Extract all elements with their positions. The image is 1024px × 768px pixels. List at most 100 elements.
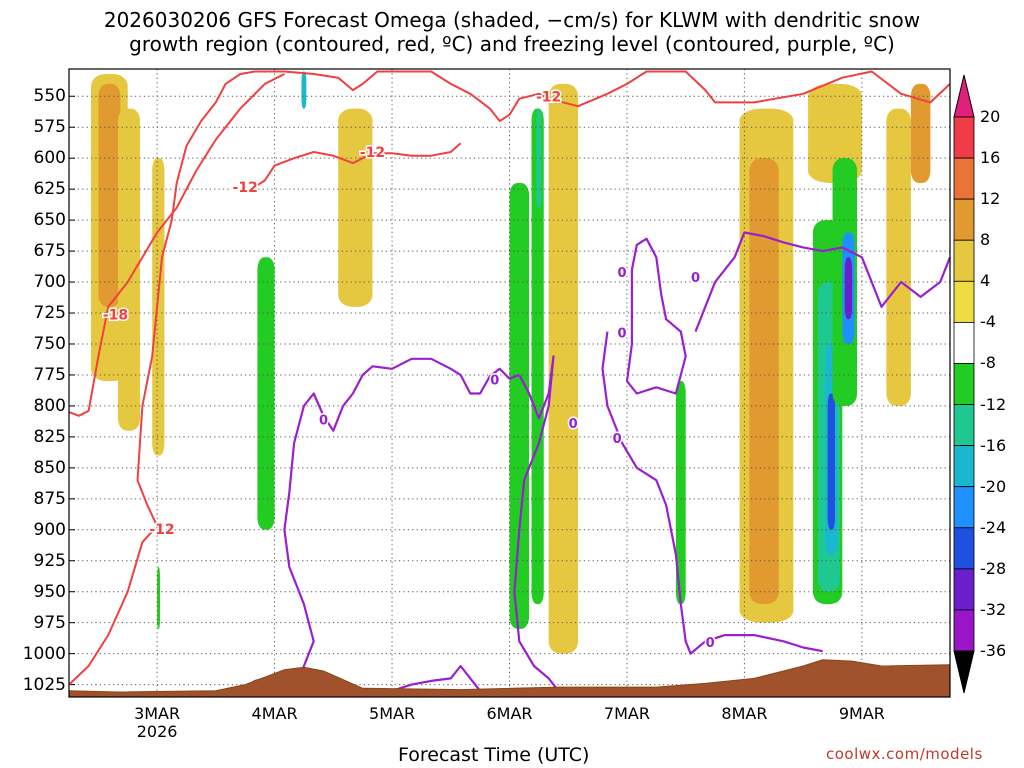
omega-cell (338, 108, 373, 307)
colorbar-under-triangle (953, 650, 975, 694)
contour-label: 0 (618, 266, 627, 281)
contour-label: 0 (569, 417, 578, 432)
y-tick-label: 750 (33, 333, 66, 354)
omega-cell (827, 393, 835, 530)
freezing-level-line (283, 357, 520, 692)
omega-cell (886, 108, 911, 406)
colorbar-tick-label: 16 (980, 148, 1001, 168)
omega-cell (675, 381, 686, 605)
colorbar-swatch (953, 527, 975, 570)
colorbar-swatch (953, 239, 975, 282)
contour-label: 0 (319, 413, 328, 428)
x-tick-label: 8MAR (721, 704, 768, 723)
y-tick-label: 875 (33, 488, 66, 509)
y-tick-label: 1000 (22, 643, 66, 664)
contour-label: -12 (360, 145, 385, 161)
freezing-level-line (391, 664, 481, 692)
x-tick-label: 3MAR (134, 704, 181, 723)
x-tick-sublabel: 2026 (136, 722, 178, 741)
omega-cell (257, 257, 275, 530)
dgz-isotherm-line (68, 73, 285, 417)
chart-title-line-1: 2026030206 GFS Forecast Omega (shaded, −… (103, 8, 921, 32)
x-tick-label: 7MAR (603, 704, 650, 723)
y-tick-label: 550 (33, 86, 66, 107)
omega-cell (301, 71, 307, 109)
omega-cell (861, 83, 887, 481)
terrain-surface (68, 659, 951, 698)
omega-cell (230, 71, 246, 208)
colorbar-tick-label: -28 (980, 558, 1007, 578)
colorbar-swatch (953, 609, 975, 652)
freezing-level-line (694, 231, 952, 333)
omega-cell (294, 71, 314, 406)
x-tick-label: 6MAR (486, 704, 533, 723)
colorbar-tick-label: -8 (980, 353, 996, 373)
y-tick-label: 600 (33, 148, 66, 169)
freezing-level-line (513, 355, 560, 692)
contour-label: -12 (149, 522, 174, 538)
colorbar-tick-label: 4 (980, 271, 991, 291)
contour-label: -12 (536, 89, 561, 105)
omega-cell (157, 566, 161, 629)
freezing-level-line (601, 331, 823, 655)
y-tick-label: 800 (33, 395, 66, 416)
y-tick-label: 950 (33, 581, 66, 602)
colorbar-swatch (953, 321, 975, 364)
colorbar-swatch (953, 445, 975, 488)
x-tick-label: 5MAR (369, 704, 416, 723)
colorbar-tick-label: 8 (980, 230, 991, 250)
omega-cell (930, 158, 950, 382)
x-tick-label: 4MAR (251, 704, 298, 723)
contour-label: 0 (691, 271, 700, 286)
contour-label: 0 (618, 327, 627, 342)
omega-cell (152, 158, 165, 456)
y-tick-label: 625 (33, 179, 66, 200)
colorbar-tick-label: -20 (980, 476, 1007, 496)
contour-label: 0 (613, 432, 622, 447)
colorbar-tick-label: -16 (980, 435, 1007, 455)
y-tick-label: 575 (33, 117, 66, 138)
omega-cell (910, 83, 931, 183)
colorbar-tick-label: -32 (980, 599, 1007, 619)
colorbar-swatch (953, 116, 975, 159)
y-tick-label: 675 (33, 241, 66, 262)
colorbar-swatch (953, 198, 975, 241)
omega-cell (509, 182, 530, 629)
contour-label: -12 (233, 180, 258, 196)
site-credit[interactable]: coolwx.com/models (826, 745, 983, 763)
chart-title-line-2: growth region (contoured, red, ºC) and f… (129, 32, 895, 56)
omega-cell (98, 83, 121, 307)
colorbar-tick-label: -4 (980, 312, 996, 332)
y-tick-label: 925 (33, 550, 66, 571)
colorbar-tick-label: 12 (980, 189, 1001, 209)
omega-cell (318, 108, 334, 357)
omega-cell (69, 83, 79, 270)
y-tick-label: 650 (33, 210, 66, 231)
colorbar-swatch (953, 404, 975, 447)
contour-label: 0 (490, 374, 499, 389)
colorbar-tick-label: -12 (980, 394, 1007, 414)
plot-frame (68, 68, 951, 698)
y-tick-label: 975 (33, 612, 66, 633)
y-tick-label: 725 (33, 303, 66, 324)
contour-label: 0 (706, 636, 715, 651)
dgz-isotherm-line (68, 70, 951, 686)
y-tick-label: 850 (33, 457, 66, 478)
omega-cell (531, 108, 544, 605)
y-tick-label: 1025 (22, 674, 66, 695)
omega-cell (749, 158, 779, 605)
y-tick-label: 775 (33, 364, 66, 385)
x-tick-label: 9MAR (838, 704, 885, 723)
x-axis-label: Forecast Time (UTC) (398, 744, 590, 766)
colorbar-over-triangle (953, 74, 975, 118)
colorbar-swatch (953, 486, 975, 529)
contour-label: -18 (103, 307, 128, 323)
y-tick-label: 700 (33, 272, 66, 293)
colorbar-swatch (953, 568, 975, 611)
colorbar-tick-label: 20 (980, 107, 1001, 126)
omega-cell (117, 108, 140, 431)
colorbar-swatch (953, 280, 975, 323)
colorbar-swatch (953, 157, 975, 200)
freezing-level-line (625, 237, 687, 395)
colorbar-swatch (953, 363, 975, 405)
